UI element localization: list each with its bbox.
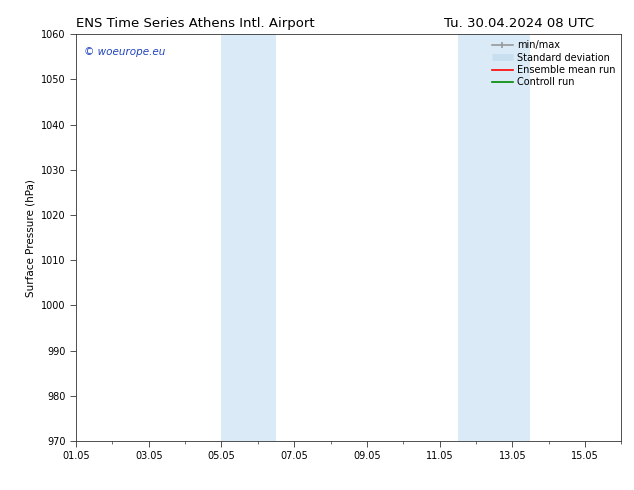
Y-axis label: Surface Pressure (hPa): Surface Pressure (hPa) [25, 179, 36, 296]
Text: ENS Time Series Athens Intl. Airport: ENS Time Series Athens Intl. Airport [76, 17, 314, 30]
Bar [221, 34, 276, 441]
Text: © woeurope.eu: © woeurope.eu [84, 47, 165, 56]
Text: Tu. 30.04.2024 08 UTC: Tu. 30.04.2024 08 UTC [444, 17, 594, 30]
Legend: min/max, Standard deviation, Ensemble mean run, Controll run: min/max, Standard deviation, Ensemble me… [488, 36, 619, 91]
Bar [458, 34, 531, 441]
